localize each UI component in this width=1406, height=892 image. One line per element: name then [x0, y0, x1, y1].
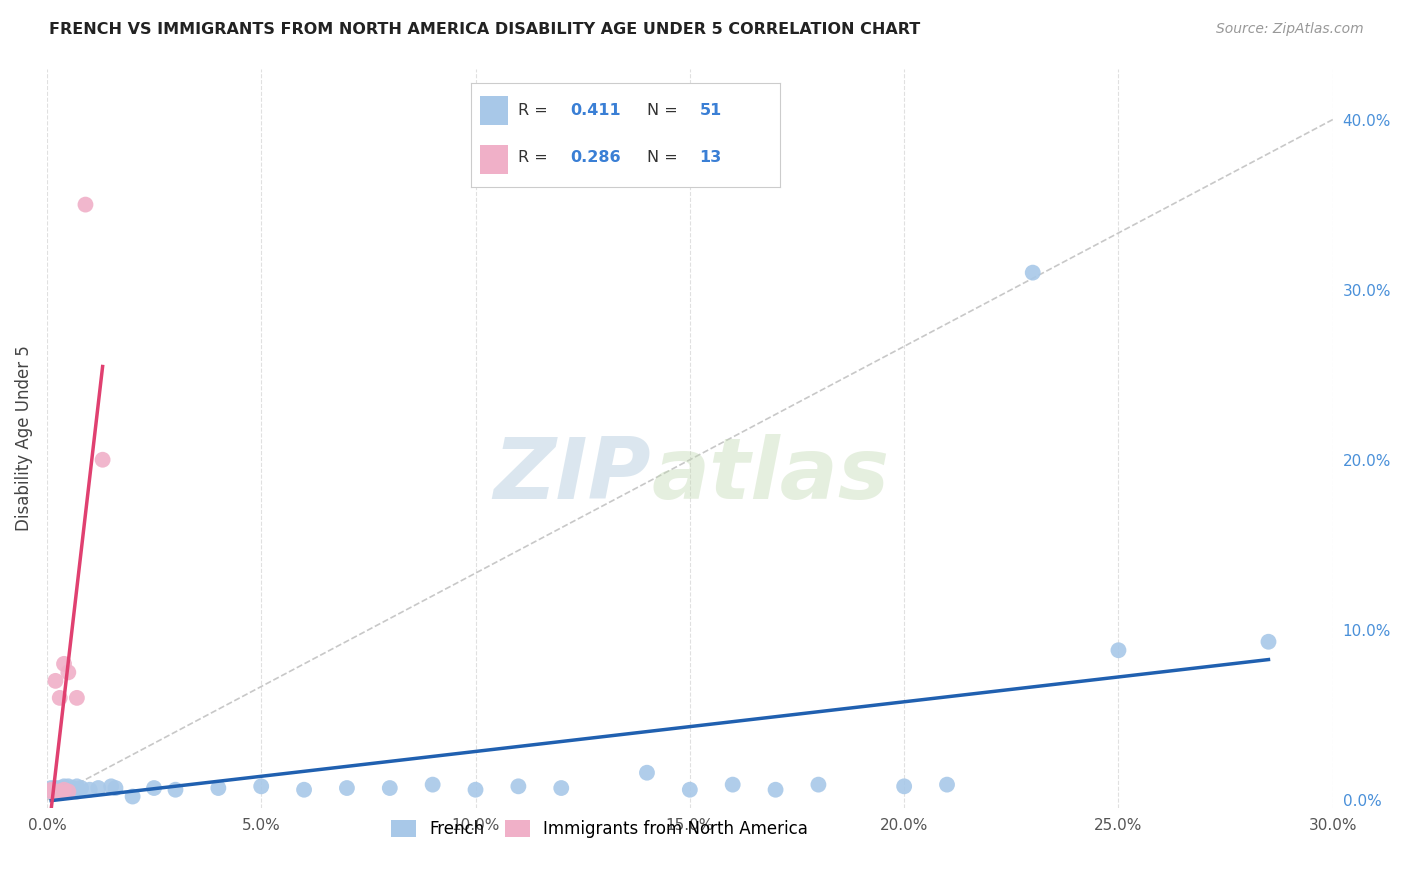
Point — [721, 778, 744, 792]
Text: atlas: atlas — [651, 434, 890, 517]
Point — [1022, 266, 1045, 280]
Point — [48, 784, 70, 798]
Point — [58, 665, 80, 680]
Point — [508, 780, 530, 794]
Point — [44, 784, 66, 798]
Text: FRENCH VS IMMIGRANTS FROM NORTH AMERICA DISABILITY AGE UNDER 5 CORRELATION CHART: FRENCH VS IMMIGRANTS FROM NORTH AMERICA … — [49, 22, 921, 37]
Point — [679, 782, 702, 797]
Point — [807, 778, 830, 792]
Point — [48, 780, 70, 795]
Point — [62, 780, 84, 795]
Point — [48, 782, 70, 797]
Point — [62, 782, 84, 797]
Point — [66, 784, 89, 798]
Point — [100, 780, 122, 794]
Point — [39, 784, 62, 798]
Point — [53, 780, 76, 794]
Point — [75, 197, 97, 211]
Point — [58, 780, 80, 794]
Point — [48, 690, 70, 705]
Point — [121, 789, 143, 804]
Point — [207, 780, 229, 795]
Point — [936, 778, 959, 792]
Y-axis label: Disability Age Under 5: Disability Age Under 5 — [15, 345, 32, 532]
Point — [70, 780, 93, 795]
Point — [765, 782, 787, 797]
Point — [44, 784, 66, 798]
Point — [39, 784, 62, 798]
Point — [44, 780, 66, 795]
Text: Source: ZipAtlas.com: Source: ZipAtlas.com — [1216, 22, 1364, 37]
Point — [336, 780, 359, 795]
Text: ZIP: ZIP — [494, 434, 651, 517]
Point — [66, 780, 89, 794]
Point — [91, 452, 114, 467]
Point — [66, 690, 89, 705]
Point — [378, 780, 401, 795]
Point — [58, 782, 80, 797]
Point — [39, 782, 62, 797]
Point — [464, 782, 486, 797]
Point — [44, 782, 66, 797]
Point — [39, 782, 62, 797]
Point — [143, 780, 166, 795]
Point — [893, 780, 915, 794]
Point — [165, 782, 187, 797]
Point — [44, 782, 66, 797]
Point — [48, 784, 70, 798]
Point — [87, 780, 110, 795]
Point — [39, 780, 62, 795]
Point — [636, 765, 658, 780]
Point — [292, 782, 315, 797]
Legend: French, Immigrants from North America: French, Immigrants from North America — [385, 813, 815, 845]
Point — [1107, 643, 1129, 657]
Point — [422, 778, 444, 792]
Point — [250, 780, 273, 794]
Point — [48, 782, 70, 797]
Point — [550, 780, 572, 795]
Point — [44, 673, 66, 688]
Point — [58, 784, 80, 798]
Point — [104, 780, 127, 795]
Point — [58, 784, 80, 798]
Point — [48, 784, 70, 798]
Point — [39, 784, 62, 798]
Point — [44, 784, 66, 798]
Point — [79, 782, 101, 797]
Point — [53, 784, 76, 798]
Point — [53, 780, 76, 795]
Point — [1257, 634, 1279, 648]
Point — [53, 782, 76, 797]
Point — [53, 657, 76, 671]
